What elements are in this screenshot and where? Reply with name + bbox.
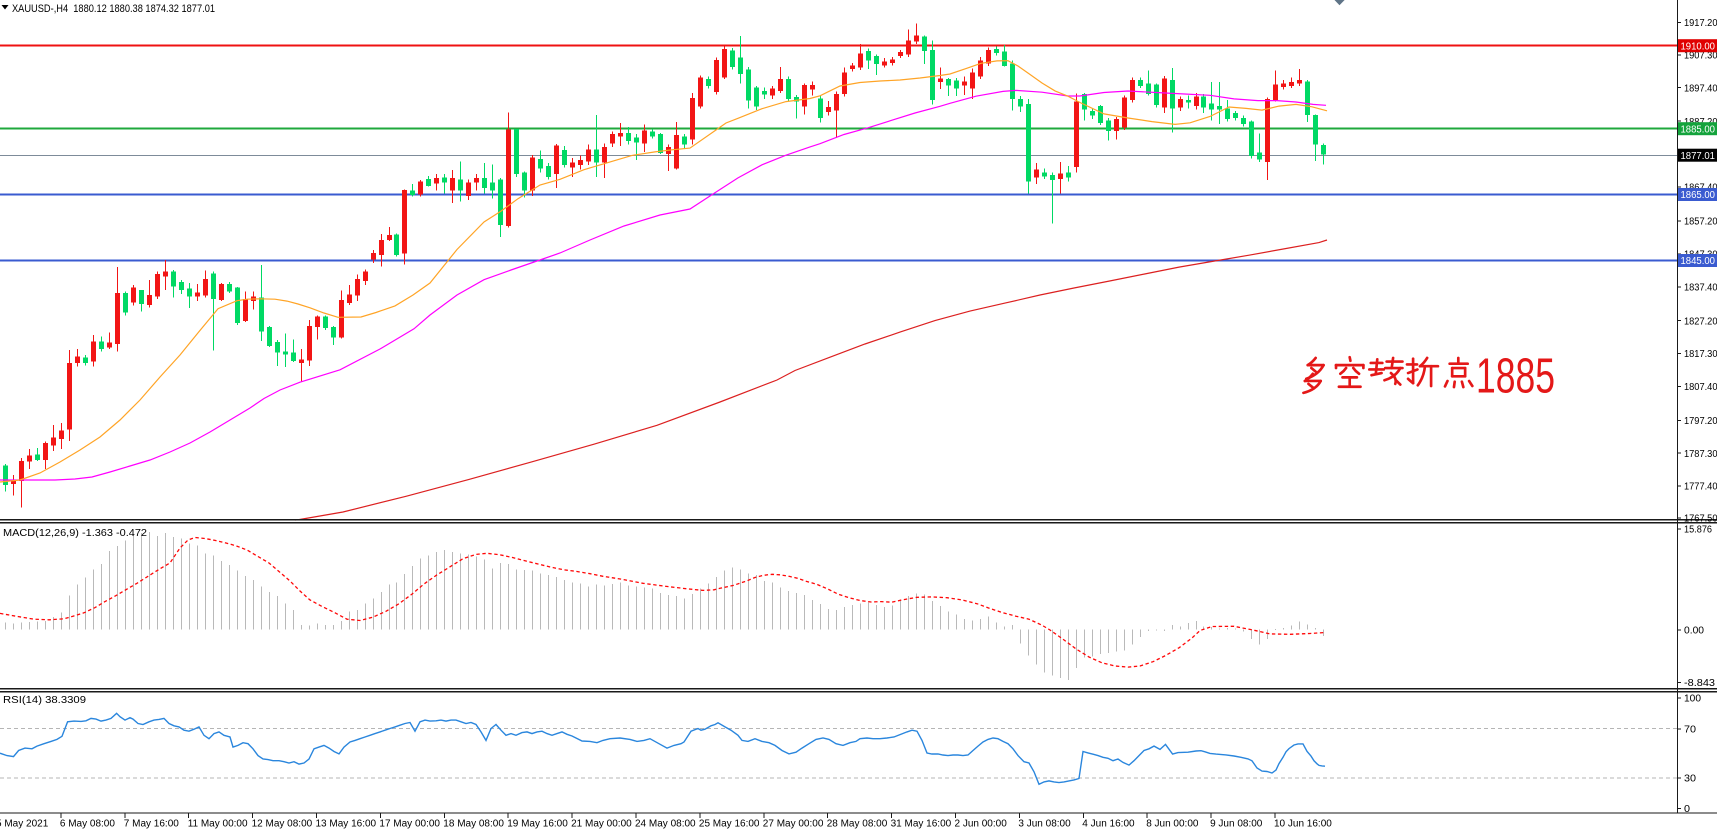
svg-text:1885.00: 1885.00 <box>1681 124 1716 135</box>
svg-text:1865.00: 1865.00 <box>1681 190 1716 201</box>
svg-text:13 May 16:00: 13 May 16:00 <box>316 819 377 830</box>
svg-text:1897.40: 1897.40 <box>1684 83 1717 94</box>
svg-text:30: 30 <box>1684 774 1696 785</box>
svg-text:1837.40: 1837.40 <box>1684 282 1717 293</box>
svg-text:1777.40: 1777.40 <box>1684 482 1717 493</box>
svg-text:3 Jun 08:00: 3 Jun 08:00 <box>1018 819 1071 830</box>
svg-text:12 May 08:00: 12 May 08:00 <box>252 819 313 830</box>
svg-text:1917.20: 1917.20 <box>1684 18 1717 29</box>
svg-text:2 Jun 00:00: 2 Jun 00:00 <box>955 819 1008 830</box>
svg-text:21 May 00:00: 21 May 00:00 <box>571 819 632 830</box>
svg-text:1797.20: 1797.20 <box>1684 416 1717 427</box>
svg-text:18 May 08:00: 18 May 08:00 <box>443 819 504 830</box>
svg-text:XAUUSD-,H4 1880.12 1880.38 18: XAUUSD-,H4 1880.12 1880.38 1874.32 1877.… <box>12 3 215 15</box>
svg-text:1807.40: 1807.40 <box>1684 382 1717 393</box>
svg-text:1817.30: 1817.30 <box>1684 349 1717 360</box>
svg-text:0: 0 <box>1684 804 1690 815</box>
svg-text:100: 100 <box>1684 694 1701 705</box>
svg-text:1907.30: 1907.30 <box>1684 51 1717 62</box>
svg-text:4 Jun 16:00: 4 Jun 16:00 <box>1082 819 1135 830</box>
svg-text:8 Jun 00:00: 8 Jun 00:00 <box>1146 819 1199 830</box>
svg-text:1910.00: 1910.00 <box>1681 41 1716 52</box>
svg-text:24 May 08:00: 24 May 08:00 <box>635 819 696 830</box>
svg-text:7 May 16:00: 7 May 16:00 <box>124 819 179 830</box>
svg-text:25 May 16:00: 25 May 16:00 <box>699 819 760 830</box>
svg-text:6 May 08:00: 6 May 08:00 <box>60 819 115 830</box>
svg-text:0.00: 0.00 <box>1684 626 1704 637</box>
svg-text:RSI(14) 38.3309: RSI(14) 38.3309 <box>3 695 86 706</box>
svg-text:1827.20: 1827.20 <box>1684 316 1717 327</box>
svg-text:1877.01: 1877.01 <box>1681 151 1716 162</box>
svg-text:15.876: 15.876 <box>1684 525 1712 536</box>
svg-text:1787.30: 1787.30 <box>1684 449 1717 460</box>
svg-text:17 May 00:00: 17 May 00:00 <box>379 819 440 830</box>
svg-text:1767.50: 1767.50 <box>1684 514 1717 525</box>
svg-text:MACD(12,26,9) -1.363 -0.472: MACD(12,26,9) -1.363 -0.472 <box>3 528 147 539</box>
svg-text:1885: 1885 <box>1476 350 1555 404</box>
svg-text:10 Jun 16:00: 10 Jun 16:00 <box>1274 819 1332 830</box>
svg-text:70: 70 <box>1684 725 1696 736</box>
svg-text:-8.843: -8.843 <box>1684 678 1715 689</box>
svg-text:28 May 08:00: 28 May 08:00 <box>827 819 888 830</box>
svg-text:5 May 2021: 5 May 2021 <box>0 819 49 830</box>
svg-text:31 May 16:00: 31 May 16:00 <box>891 819 952 830</box>
svg-text:1857.20: 1857.20 <box>1684 217 1717 228</box>
svg-text:27 May 00:00: 27 May 00:00 <box>763 819 824 830</box>
svg-text:9 Jun 08:00: 9 Jun 08:00 <box>1210 819 1263 830</box>
svg-text:19 May 16:00: 19 May 16:00 <box>507 819 568 830</box>
svg-text:11 May 00:00: 11 May 00:00 <box>188 819 248 830</box>
svg-text:1845.00: 1845.00 <box>1681 256 1716 267</box>
